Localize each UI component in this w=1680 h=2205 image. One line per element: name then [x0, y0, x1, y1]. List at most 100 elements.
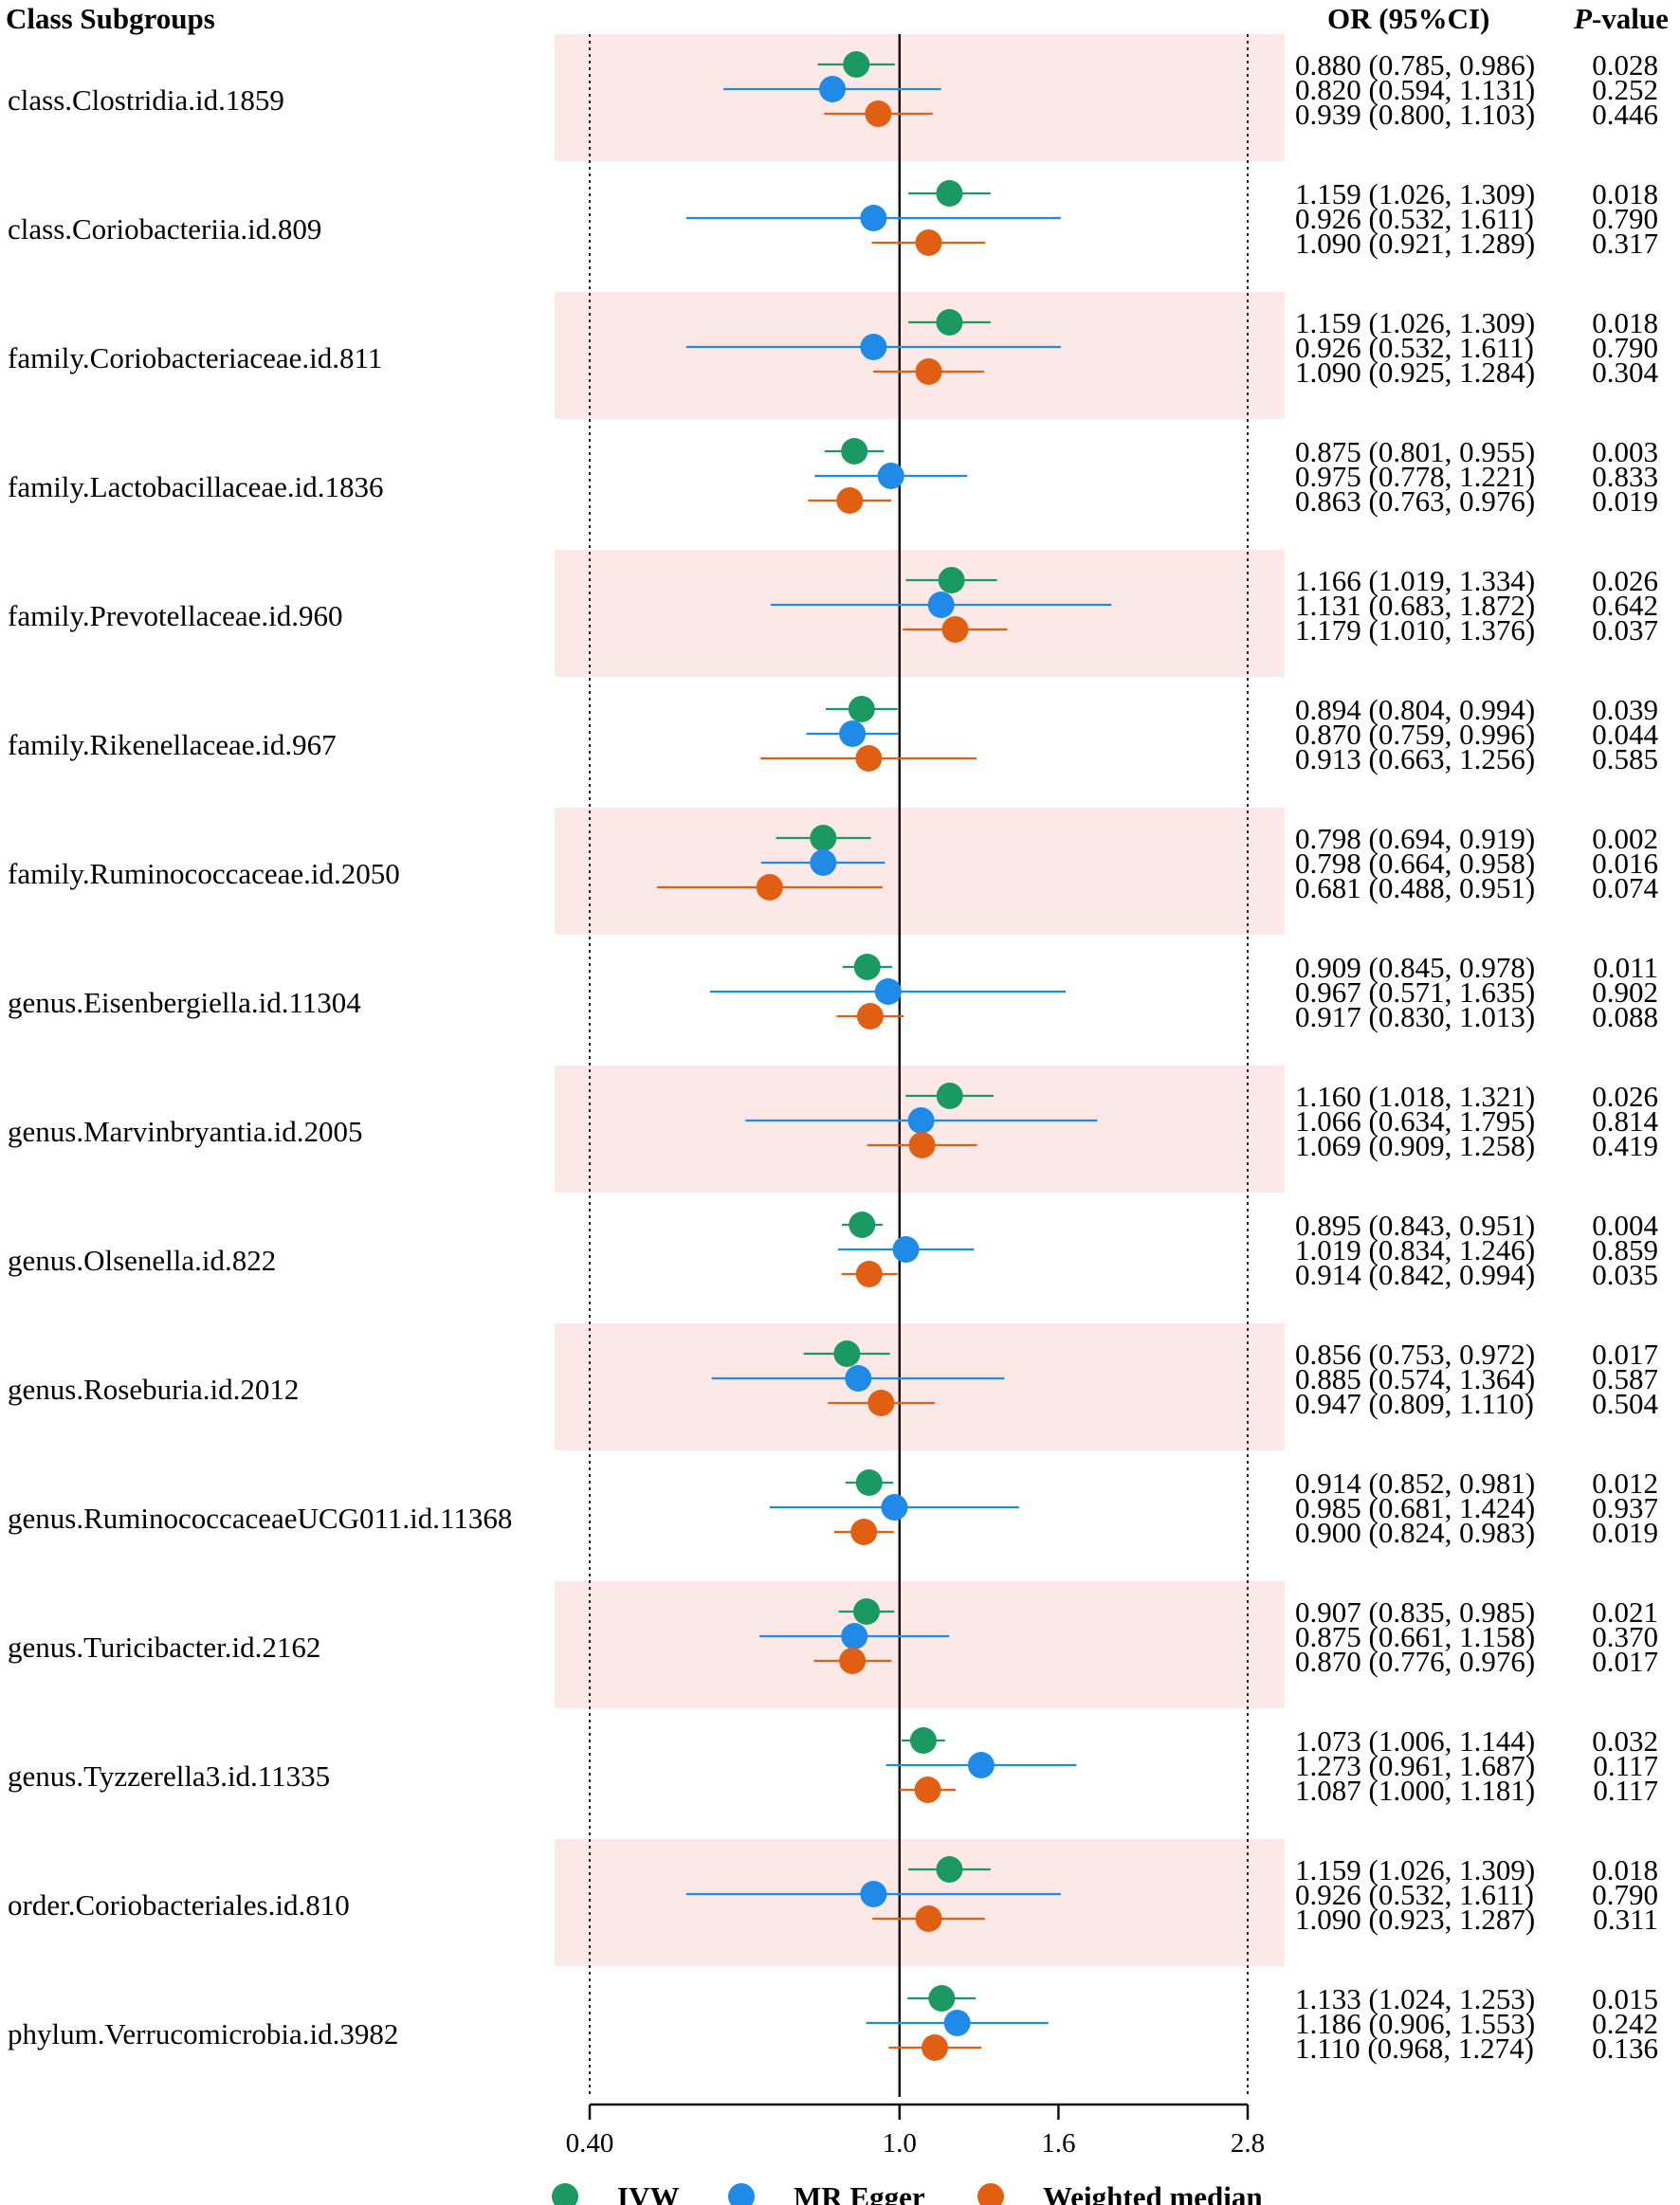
or-ci-value: 1.090 (0.923, 1.287) [1295, 1903, 1535, 1936]
subgroup-label: family.Ruminococcaceae.id.2050 [8, 857, 400, 890]
point-egger [860, 205, 887, 231]
p-value: 0.252 [1592, 73, 1658, 106]
or-ci-value: 1.273 (0.961, 1.687) [1295, 1749, 1535, 1782]
header-or-ci: OR (95%CI) [1327, 2, 1489, 35]
or-ci-value: 1.179 (1.010, 1.376) [1295, 613, 1535, 647]
p-value: 0.017 [1592, 1645, 1658, 1678]
p-value: 0.044 [1592, 718, 1658, 751]
p-value: 0.026 [1592, 564, 1658, 597]
p-value: 0.790 [1592, 331, 1658, 364]
subgroup-label: genus.Turicibacter.id.2162 [8, 1631, 320, 1664]
or-ci-value: 1.090 (0.925, 1.284) [1295, 355, 1535, 389]
x-tick-label: 1.0 [883, 2128, 917, 2159]
subgroup-label: family.Lactobacillaceae.id.1836 [8, 470, 384, 503]
row-bands [555, 34, 1285, 1966]
subgroup-label: order.Coriobacteriales.id.810 [8, 1888, 350, 1922]
point-egger [860, 1881, 887, 1907]
or-ci-value: 0.798 (0.694, 0.919) [1295, 822, 1535, 855]
legend: IVW MR Egger Weighted median [552, 2180, 1263, 2205]
or-ci-value: 0.967 (0.571, 1.635) [1295, 975, 1535, 1009]
p-value: 0.002 [1592, 822, 1658, 855]
subgroup-label: genus.Marvinbryantia.id.2005 [8, 1115, 363, 1148]
or-ci-value: 0.975 (0.778, 1.221) [1295, 460, 1535, 493]
or-ci-value: 0.870 (0.759, 0.996) [1295, 718, 1535, 751]
point-wm [850, 1519, 878, 1545]
point-wm [856, 1003, 884, 1030]
or-ci-value: 0.909 (0.845, 0.978) [1295, 951, 1535, 984]
p-value: 0.016 [1592, 847, 1658, 880]
or-ci-value: 0.894 (0.804, 0.994) [1295, 693, 1535, 726]
point-egger [845, 1365, 872, 1392]
or-ci-value: 1.019 (0.834, 1.246) [1295, 1233, 1535, 1267]
p-value: 0.028 [1592, 48, 1658, 82]
row-band-0 [555, 34, 1285, 161]
p-value: 0.504 [1592, 1387, 1658, 1420]
subgroup-label: phylum.Verrucomicrobia.id.3982 [8, 2017, 398, 2050]
p-value: 0.019 [1592, 484, 1658, 518]
p-value: 0.117 [1593, 1774, 1658, 1807]
p-value: 0.833 [1592, 460, 1658, 493]
point-wm [836, 487, 864, 514]
or-ci-value: 0.820 (0.594, 1.131) [1295, 73, 1535, 106]
p-value: 0.017 [1592, 1338, 1658, 1371]
header-p-value: P-value [1573, 2, 1669, 35]
row-band-6 [555, 808, 1285, 935]
or-ci-value: 0.926 (0.532, 1.611) [1295, 1878, 1534, 1911]
point-ivw [849, 1212, 876, 1238]
or-ci-value: 0.939 (0.800, 1.103) [1295, 98, 1535, 131]
point-egger [874, 978, 902, 1005]
x-axis: 0.40 1.0 1.6 2.8 [566, 2103, 1265, 2159]
p-value: 0.937 [1592, 1491, 1658, 1524]
p-value: 0.021 [1592, 1595, 1658, 1629]
or-ci-value: 1.159 (1.026, 1.309) [1295, 177, 1535, 210]
subgroup-label: class.Coriobacteriia.id.809 [8, 212, 321, 246]
point-wm [915, 358, 942, 385]
point-ivw [843, 51, 870, 78]
point-wm [915, 229, 942, 256]
p-value: 0.902 [1592, 975, 1658, 1009]
or-ci-value: 0.917 (0.830, 1.013) [1295, 1000, 1535, 1033]
p-value: 0.317 [1592, 227, 1658, 260]
point-wm [855, 1261, 883, 1287]
or-ci-value: 0.914 (0.852, 0.981) [1295, 1467, 1535, 1500]
subgroup-label: family.Coriobacteriaceae.id.811 [8, 341, 382, 374]
or-ci-value: 1.166 (1.019, 1.334) [1295, 564, 1535, 597]
p-value: 0.790 [1592, 202, 1658, 235]
point-egger [839, 720, 867, 747]
point-egger [907, 1107, 935, 1134]
point-ivw [853, 954, 881, 980]
point-wm [922, 2034, 949, 2061]
or-ci-value: 0.885 (0.574, 1.364) [1295, 1362, 1535, 1395]
p-value: 0.037 [1592, 613, 1658, 647]
or-ci-value: 0.856 (0.753, 0.972) [1295, 1338, 1535, 1371]
or-ci-value: 0.875 (0.801, 0.955) [1295, 435, 1535, 468]
point-wm [914, 1777, 941, 1803]
or-ci-value: 0.985 (0.681, 1.424) [1295, 1491, 1535, 1524]
subgroup-label: family.Rikenellaceae.id.967 [8, 728, 337, 761]
row-band-2 [555, 292, 1285, 419]
row-band-4 [555, 550, 1285, 677]
point-wm [915, 1905, 942, 1932]
p-value: 0.117 [1593, 1749, 1658, 1782]
or-ci-value: 0.895 (0.843, 0.951) [1295, 1209, 1535, 1242]
p-value: 0.018 [1592, 1853, 1658, 1886]
legend-marker-egger [728, 2183, 755, 2205]
point-egger [892, 1236, 920, 1263]
point-ivw [936, 1856, 963, 1883]
x-tick-label: 2.8 [1231, 2128, 1265, 2159]
p-value: 0.003 [1592, 435, 1658, 468]
or-ci-value: 1.110 (0.968, 1.274) [1295, 2032, 1534, 2065]
p-value: 0.642 [1592, 589, 1658, 622]
or-ci-value: 1.069 (0.909, 1.258) [1295, 1129, 1535, 1162]
p-value: 0.790 [1592, 1878, 1658, 1911]
point-wm [867, 1390, 895, 1416]
p-value: 0.035 [1592, 1258, 1658, 1291]
p-value: 0.136 [1592, 2032, 1658, 2065]
or-ci-value: 0.681 (0.488, 0.951) [1295, 871, 1535, 904]
legend-label-egger: MR Egger [794, 2180, 925, 2205]
table-text: class.Clostridia.id.1859 0.880 (0.785, 0.… [8, 48, 1659, 2065]
p-value: 0.814 [1592, 1104, 1658, 1138]
x-tick-label: 1.6 [1041, 2128, 1075, 2159]
p-value: 0.032 [1592, 1724, 1658, 1758]
